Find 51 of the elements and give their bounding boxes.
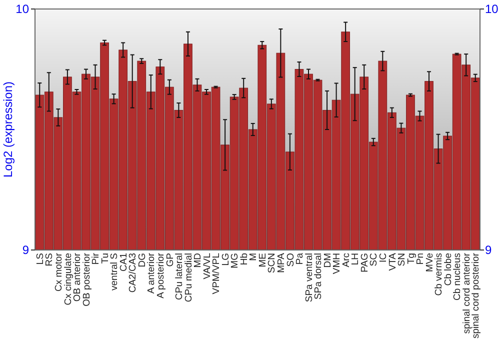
x-tick-label: A posterior [155,253,166,298]
x-tick-label: Tg [406,253,417,264]
x-tick-label: LS [34,253,46,265]
x-tick-label: DG [136,253,148,268]
y2-tick-label: 9 [485,243,492,258]
x-tick-label: CPu lateral [174,253,186,300]
x-tick-label: Cx cingulate [62,253,74,306]
x-tick-label: spinal cord anterior [461,253,472,334]
x-tick-label: MD [192,252,204,268]
y2-tick-label: 10 [485,2,499,16]
x-tick-label: SN [396,252,408,266]
x-tick-label: VMH [332,252,343,274]
x-tick-label: OB posterior [81,253,92,306]
x-tick-label: VTA [387,252,398,271]
x-tick-label: VA/VL [202,253,213,280]
x-tick-label: Pir [90,253,102,265]
x-tick-label: PAG [359,253,370,272]
x-tick-label: Arc [340,252,352,268]
x-tick-label: ventral S [109,253,120,290]
x-tick-label: Pn [415,253,426,265]
x-tick-label: CA1 [118,253,130,272]
x-tick-label: MG [230,253,241,268]
x-tick-label: Cb lobe [442,253,454,286]
x-tick-label: Tu [100,253,111,264]
x-tick-label: DM [322,252,334,268]
x-tick-label: CA2/CA3 [128,253,139,293]
x-tick-label: MPA [276,252,287,273]
x-tick-label: RS [44,253,56,266]
x-tick-label: Cx motor [54,253,64,292]
x-tick-label: SC [368,252,380,266]
x-tick-label: Hb [238,253,250,266]
x-tick-label: IC [378,252,389,262]
x-tick-label: A anterior [146,253,158,294]
x-tick-label: Cb vermis [434,252,445,296]
x-tick-label: VPM/VPL [211,253,222,294]
x-tick-label: LG [220,253,232,266]
x-tick-label: MVe [424,253,436,272]
x-tick-label: Cb nucleus [452,252,464,301]
x-tick-label: Pa [294,252,306,265]
x-tick-label: M [248,252,260,261]
x-tick-label: ME [257,253,268,268]
y-axis-title: Log2 (expression) [1,81,15,178]
x-tick-label: SPa ventral [304,253,315,302]
x-tick-label: spinal cord posterior [470,253,482,339]
x-tick-label: SPa dorsal [313,253,324,300]
x-tick-label: LH [350,252,362,266]
x-tick-label: CPu medial [183,253,194,302]
x-tick-label: GP [164,253,176,267]
x-tick-label: SO [285,253,296,267]
x-tick-label: OB anterior [72,253,84,302]
x-tick-label: SCN [266,252,278,274]
